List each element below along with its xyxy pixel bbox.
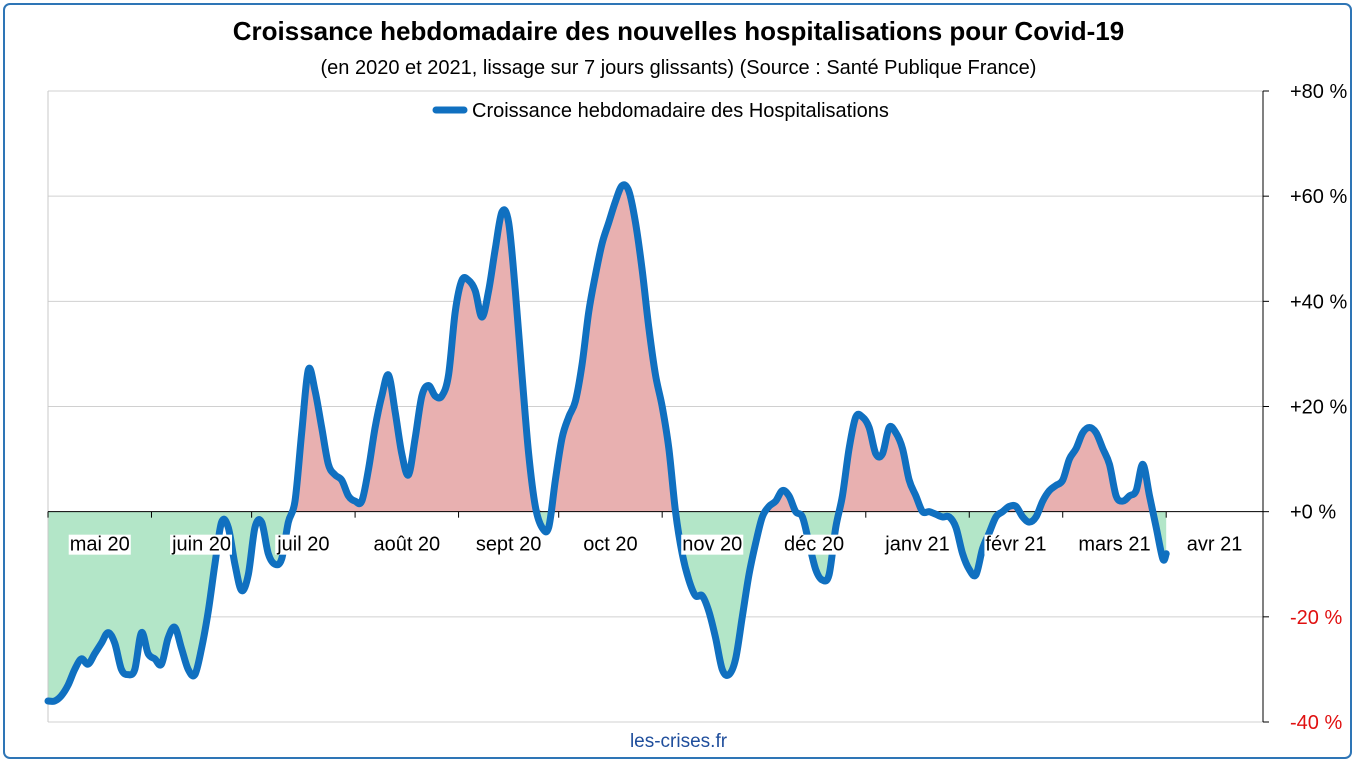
y-tick-label: +40 % — [1290, 291, 1347, 313]
x-tick-label-background — [1185, 534, 1244, 555]
x-tick-label-background — [681, 534, 744, 555]
source-footer: les-crises.fr — [629, 731, 728, 752]
x-tick-label: déc 20 — [784, 534, 844, 556]
area-fills — [48, 185, 1167, 701]
x-tick-label: juil 20 — [276, 534, 329, 556]
x-tick-label: août 20 — [373, 534, 440, 556]
legend-label: Croissance hebdomadaire des Hospitalisat… — [472, 100, 889, 122]
x-tick-label: oct 20 — [583, 534, 637, 556]
chart-title: Croissance hebdomadaire des nouvelles ho… — [232, 16, 1125, 46]
legend: Croissance hebdomadaire des Hospitalisat… — [432, 100, 889, 122]
chart-subtitle: (en 2020 et 2021, lissage sur 7 jours gl… — [320, 57, 1037, 79]
y-tick-label: +0 % — [1290, 502, 1336, 524]
y-tick-label: -40 % — [1290, 712, 1342, 734]
x-tick-label-background — [474, 534, 543, 555]
y-tick-label: +60 % — [1290, 186, 1347, 208]
x-tick-label: févr 21 — [985, 534, 1046, 556]
tick-labels: +80 % +60 % +40 % +20 % +0 % -20 % -40 % mai 20… — [68, 81, 1347, 734]
series-line — [44, 181, 1170, 705]
y-tick-label: +20 % — [1290, 397, 1347, 419]
x-tick-label: avr 21 — [1187, 534, 1243, 556]
x-tick-label-background — [984, 534, 1048, 555]
x-tick-label-background — [582, 534, 639, 555]
x-tick-label-background — [68, 534, 131, 555]
negative-area — [48, 511, 1167, 701]
x-tick-label-background — [275, 534, 331, 555]
y-tick-label: -20 % — [1290, 607, 1342, 629]
x-tick-label: sept 20 — [476, 534, 542, 556]
positive-area — [48, 185, 1167, 512]
x-tick-label-background — [883, 534, 951, 555]
x-tick-label-background — [783, 534, 846, 555]
x-tick-label-background — [372, 534, 442, 555]
gridlines — [48, 90, 1263, 723]
axes — [47, 90, 1269, 723]
x-tick-label: nov 20 — [682, 534, 742, 556]
x-tick-label: mai 20 — [70, 534, 130, 556]
y-tick-label: +80 % — [1290, 81, 1347, 103]
x-tick-label: mars 21 — [1078, 534, 1150, 556]
x-tick-label-background — [170, 534, 233, 555]
x-tick-label-background — [1077, 534, 1152, 555]
x-tick-label: juin 20 — [171, 534, 231, 556]
x-tick-label: janv 21 — [884, 534, 950, 556]
series-line-layer — [44, 181, 1170, 705]
chart-frame — [3, 3, 1352, 759]
